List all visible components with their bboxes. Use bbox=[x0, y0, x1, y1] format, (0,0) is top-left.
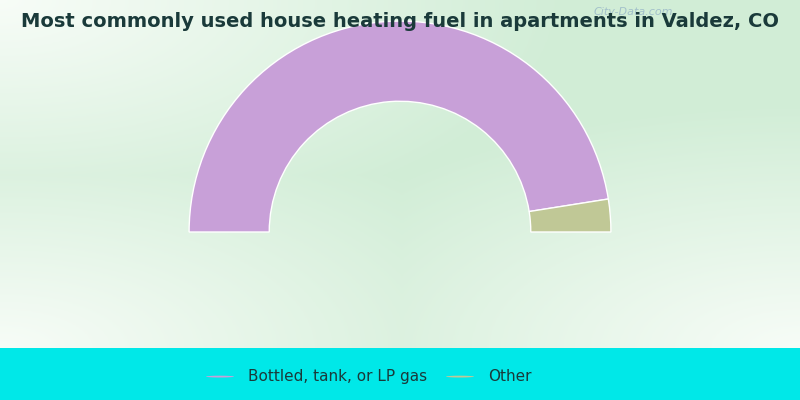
Wedge shape bbox=[529, 199, 611, 232]
Text: Bottled, tank, or LP gas: Bottled, tank, or LP gas bbox=[248, 369, 427, 384]
Text: Other: Other bbox=[488, 369, 531, 384]
Circle shape bbox=[446, 376, 474, 378]
Circle shape bbox=[206, 376, 234, 378]
Text: City-Data.com: City-Data.com bbox=[594, 7, 674, 17]
Text: Most commonly used house heating fuel in apartments in Valdez, CO: Most commonly used house heating fuel in… bbox=[21, 12, 779, 31]
Wedge shape bbox=[189, 21, 608, 232]
